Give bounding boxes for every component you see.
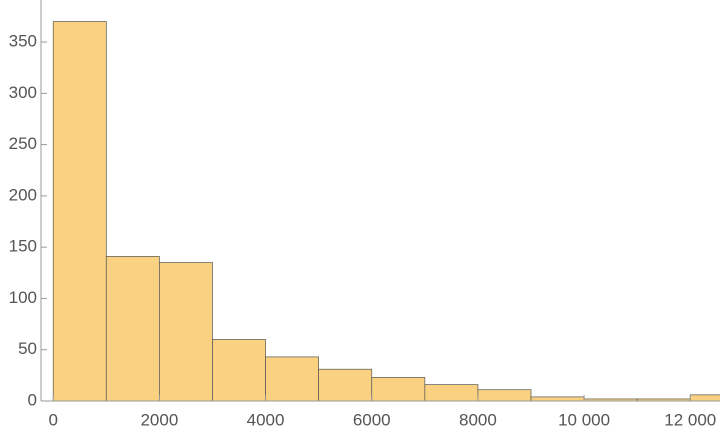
x-tick-label: 2000 — [140, 410, 178, 429]
x-tick-label: 4000 — [247, 410, 285, 429]
bar — [105, 256, 160, 402]
bar — [689, 394, 720, 402]
bar — [530, 396, 585, 402]
x-tick-label: 10 000 — [558, 410, 610, 429]
x-tick-label: 0 — [48, 410, 57, 429]
y-tick-label: 300 — [9, 83, 37, 102]
bar — [52, 21, 107, 402]
bar — [371, 377, 426, 402]
y-tick-label: 250 — [9, 134, 37, 153]
bar — [212, 339, 266, 402]
x-tick-label: 6000 — [353, 410, 391, 429]
bar — [424, 384, 479, 402]
bars — [52, 21, 720, 402]
y-tick-label: 150 — [9, 237, 37, 256]
bar — [159, 262, 213, 402]
y-tick-label: 100 — [9, 288, 37, 307]
x-tick-label: 8000 — [459, 410, 497, 429]
y-tick-label: 350 — [9, 32, 37, 51]
y-tick-label: 200 — [9, 185, 37, 204]
bar — [265, 356, 320, 402]
y-tick-label: 0 — [28, 390, 37, 409]
bar — [477, 389, 532, 402]
bar — [318, 368, 373, 402]
x-tick-label: 12 000 — [664, 410, 716, 429]
y-tick-label: 50 — [18, 339, 37, 358]
